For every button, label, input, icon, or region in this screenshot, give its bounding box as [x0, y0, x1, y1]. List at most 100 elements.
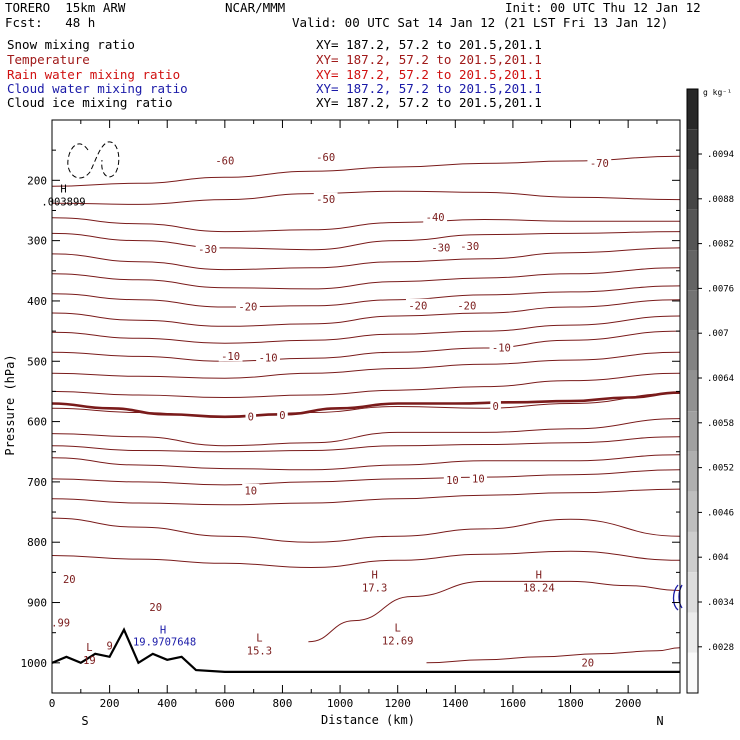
contour-label-15: 0: [279, 410, 285, 422]
colorbar: g kg⁻¹ .0094 .0088 .0082 .0076 .007 .0064 .0058…: [686, 88, 734, 694]
contour-label-bg-21: [147, 600, 165, 613]
isotherm-20: [308, 580, 681, 643]
colorbar-seg-10: [687, 491, 698, 532]
isotherm-8: [51, 315, 681, 344]
contour-label-3: -50: [316, 194, 335, 206]
x-tick-label-1: 200: [100, 697, 120, 710]
contour-label-7: -30: [460, 241, 479, 253]
colorbar-seg-11: [687, 531, 698, 573]
contour-label-bg-3: [313, 192, 338, 205]
org-label: NCAR/MMM: [225, 0, 286, 15]
misc-label-1: 9: [106, 641, 112, 653]
colorbar-tick-label-7: .0052: [707, 464, 734, 474]
misc-label-0: .99: [51, 618, 70, 630]
isotherm-19: [51, 550, 681, 569]
colorbar-tick-label-3: .0076: [707, 284, 734, 294]
contour-label-bg-2: [313, 150, 338, 163]
hl-value-0: 17.3: [362, 582, 387, 594]
end-label: N: [656, 714, 663, 728]
x-tick-label-0: 0: [49, 697, 56, 710]
contour-label-bg-12: [256, 351, 280, 364]
y-tick-label-0: 200: [27, 174, 47, 187]
isotherm-1: [51, 190, 681, 205]
colorbar-seg-8: [687, 411, 698, 452]
zero-isotherm: [51, 391, 681, 419]
field-name-rain: Rain water mixing ratio: [7, 67, 181, 82]
field-name-cloud-ice: Cloud ice mixing ratio: [7, 95, 173, 110]
field-name-temperature: Temperature: [7, 52, 90, 67]
contour-label-14: 0: [248, 411, 254, 423]
terrain-profile: [51, 627, 680, 673]
colorbar-seg-0: [687, 89, 698, 130]
start-label: S: [81, 714, 88, 728]
isotherm-9: [51, 330, 681, 362]
hl-value-5: .003899: [41, 196, 85, 208]
hl-marker-2: L: [395, 622, 401, 634]
isotherm-13: [51, 418, 681, 447]
field-xy-rain: XY= 187.2, 57.2 to 201.5,201.1: [316, 67, 542, 82]
cloud-value-0: 19.9707648: [133, 637, 196, 649]
model-title: TORERO 15km ARW: [5, 0, 126, 15]
zero-isotherm-line: [51, 391, 681, 419]
contour-label-bg-0: [587, 156, 612, 169]
contour-label-bg-20: [60, 572, 78, 585]
isotherm-15: [51, 454, 681, 471]
hl-value-4: 19: [83, 655, 96, 667]
y-tick-label-1: 300: [27, 235, 47, 248]
colorbar-tick-label-10: .0034: [707, 598, 734, 608]
field-xy-cloud-ice: XY= 187.2, 57.2 to 201.5,201.1: [316, 95, 542, 110]
hl-marker-4: L: [86, 642, 92, 654]
isotherm-10: [51, 351, 681, 379]
contour-label-19: 10: [472, 473, 485, 485]
field-name-cloud-water: Cloud water mixing ratio: [7, 81, 188, 96]
terrain-line: [51, 627, 680, 673]
x-tick-label-8: 1600: [500, 697, 527, 710]
isotherm-7: [51, 299, 681, 327]
contour-labels: -70 -60 -60 -50 -40 -30 -30 -30 -20 -20 -20 -10 -10 -…: [51, 150, 612, 669]
contour-label-bg-9: [405, 298, 430, 311]
y-tick-label-7: 900: [27, 597, 47, 610]
high-low-markers: H17.3H18.24L12.69L15.3L19H.003899H19.970…: [41, 183, 554, 666]
contour-label-13: -10: [492, 342, 511, 354]
x-tick-label-2: 400: [157, 697, 177, 710]
valid-time: Valid: 00 UTC Sat 14 Jan 12 (21 LST Fri …: [292, 15, 669, 30]
isotherm-11: [51, 372, 681, 399]
x-tick-label-5: 1000: [327, 697, 354, 710]
isotherm-2: [51, 217, 680, 233]
contour-label-bg-5: [195, 242, 220, 255]
colorbar-tick-label-0: .0094: [707, 150, 734, 160]
contour-label-bg-10: [454, 298, 479, 311]
isotherm-14: [51, 436, 681, 453]
contour-label-bg-16: [490, 399, 501, 412]
y-tick-label-8: 1000: [21, 657, 48, 670]
contour-label-bg-7: [457, 239, 482, 252]
y-tick-label-6: 800: [27, 536, 47, 549]
x-tick-label-3: 600: [215, 697, 235, 710]
contour-label-bg-8: [235, 299, 260, 312]
x-tick-label-10: 2000: [615, 697, 642, 710]
colorbar-frame: [686, 88, 699, 694]
contour-label-1: -60: [215, 156, 234, 168]
hl-marker-1: H: [536, 569, 542, 581]
colorbar-unit: g kg⁻¹: [703, 88, 732, 97]
contour-label-9: -20: [408, 300, 427, 312]
colorbar-seg-7: [687, 370, 698, 412]
contour-label-22: 20: [581, 657, 594, 669]
hl-marker-3: L: [256, 633, 262, 645]
field-xy-cloud-water: XY= 187.2, 57.2 to 201.5,201.1: [316, 81, 542, 96]
contour-label-10: -20: [457, 300, 476, 312]
contour-label-6: -30: [431, 242, 450, 254]
contour-label-16: 0: [492, 401, 498, 413]
contour-label-bg-4: [423, 210, 448, 223]
contour-label-11: -10: [221, 351, 240, 363]
hl-value-1: 18.24: [523, 582, 555, 594]
isotherm-6: [51, 285, 681, 308]
cloud-contours: [67, 141, 683, 611]
colorbar-tick-label-1: .0088: [707, 195, 734, 205]
y-tick-label-2: 400: [27, 295, 47, 308]
colorbar-seg-1: [687, 129, 698, 170]
colorbar-seg-4: [687, 250, 698, 291]
colorbar-seg-13: [687, 612, 698, 653]
